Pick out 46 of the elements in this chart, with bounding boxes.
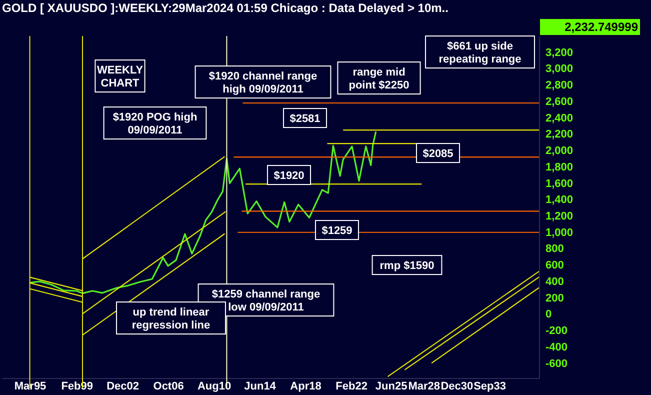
y-tick-label: 400 bbox=[546, 276, 564, 288]
y-tick-label: -600 bbox=[546, 358, 568, 370]
y-tick-label: 600 bbox=[546, 260, 564, 272]
x-tick-label: Apr18 bbox=[290, 380, 322, 392]
x-tick-label: Aug10 bbox=[197, 380, 232, 392]
y-tick-label: 1,200 bbox=[546, 210, 574, 222]
y-tick-label: 2,200 bbox=[546, 128, 574, 141]
y-tick-label: 2,800 bbox=[546, 80, 574, 92]
x-tick-label: Dec02 bbox=[106, 380, 140, 392]
x-tick-label: Feb99 bbox=[61, 380, 93, 392]
y-tick-label: 2,400 bbox=[546, 112, 574, 124]
x-tick-label: Mar95 bbox=[14, 380, 46, 392]
y-tick-label: 3,200 bbox=[546, 46, 574, 59]
x-tick-label: Oct06 bbox=[153, 380, 184, 392]
annotation: $1920 bbox=[274, 170, 304, 182]
y-tick-label: 3,000 bbox=[546, 63, 574, 76]
annotation: $661 up side repeating range bbox=[438, 40, 522, 66]
y-tick-label: 800 bbox=[546, 243, 564, 256]
annotation: $1259 channel range low 09/09/2011 bbox=[212, 288, 320, 314]
annotation: rmp $1590 bbox=[380, 260, 434, 272]
y-tick-label: 0 bbox=[546, 308, 552, 321]
y-tick-label: 1,000 bbox=[546, 226, 574, 239]
y-tick-label: 1,800 bbox=[546, 161, 574, 174]
x-tick-label: Jun25 bbox=[375, 380, 408, 392]
x-tick-label: Feb22 bbox=[336, 380, 368, 392]
text: 2,232.749999 bbox=[564, 20, 638, 34]
y-tick-label: 1,600 bbox=[546, 178, 574, 190]
y-tick-label: 2,000 bbox=[546, 145, 574, 158]
y-tick-label: 200 bbox=[546, 292, 564, 304]
annotation: $2085 bbox=[422, 148, 454, 160]
annotation: $1920 channel range high 09/09/2011 bbox=[208, 70, 318, 96]
x-tick-label: Sep33 bbox=[474, 380, 506, 392]
x-tick-label: Jun14 bbox=[244, 380, 277, 392]
annotation: range mid point $2250 bbox=[348, 66, 410, 92]
annotation: WEEKLY CHART bbox=[96, 64, 144, 90]
y-tick-label: 2,600 bbox=[546, 96, 574, 108]
y-tick-label: -400 bbox=[546, 341, 568, 354]
y-tick-label: 1,400 bbox=[546, 194, 574, 206]
x-tick-label: Mar28 bbox=[408, 380, 440, 392]
x-tick-label: Dec30 bbox=[440, 380, 474, 392]
annotation: up trend linear regression line bbox=[132, 306, 210, 332]
annotation: $2581 bbox=[290, 113, 320, 125]
annotation: $1259 bbox=[322, 225, 352, 237]
y-tick-label: -200 bbox=[546, 325, 568, 338]
annotation: $1920 POG high 09/09/2011 bbox=[112, 112, 198, 136]
chart-title: GOLD [ XAUUSDO ]:WEEKLY:29Mar2024 01:59 Chicago : Data Delayed > 10m.. bbox=[2, 1, 448, 15]
